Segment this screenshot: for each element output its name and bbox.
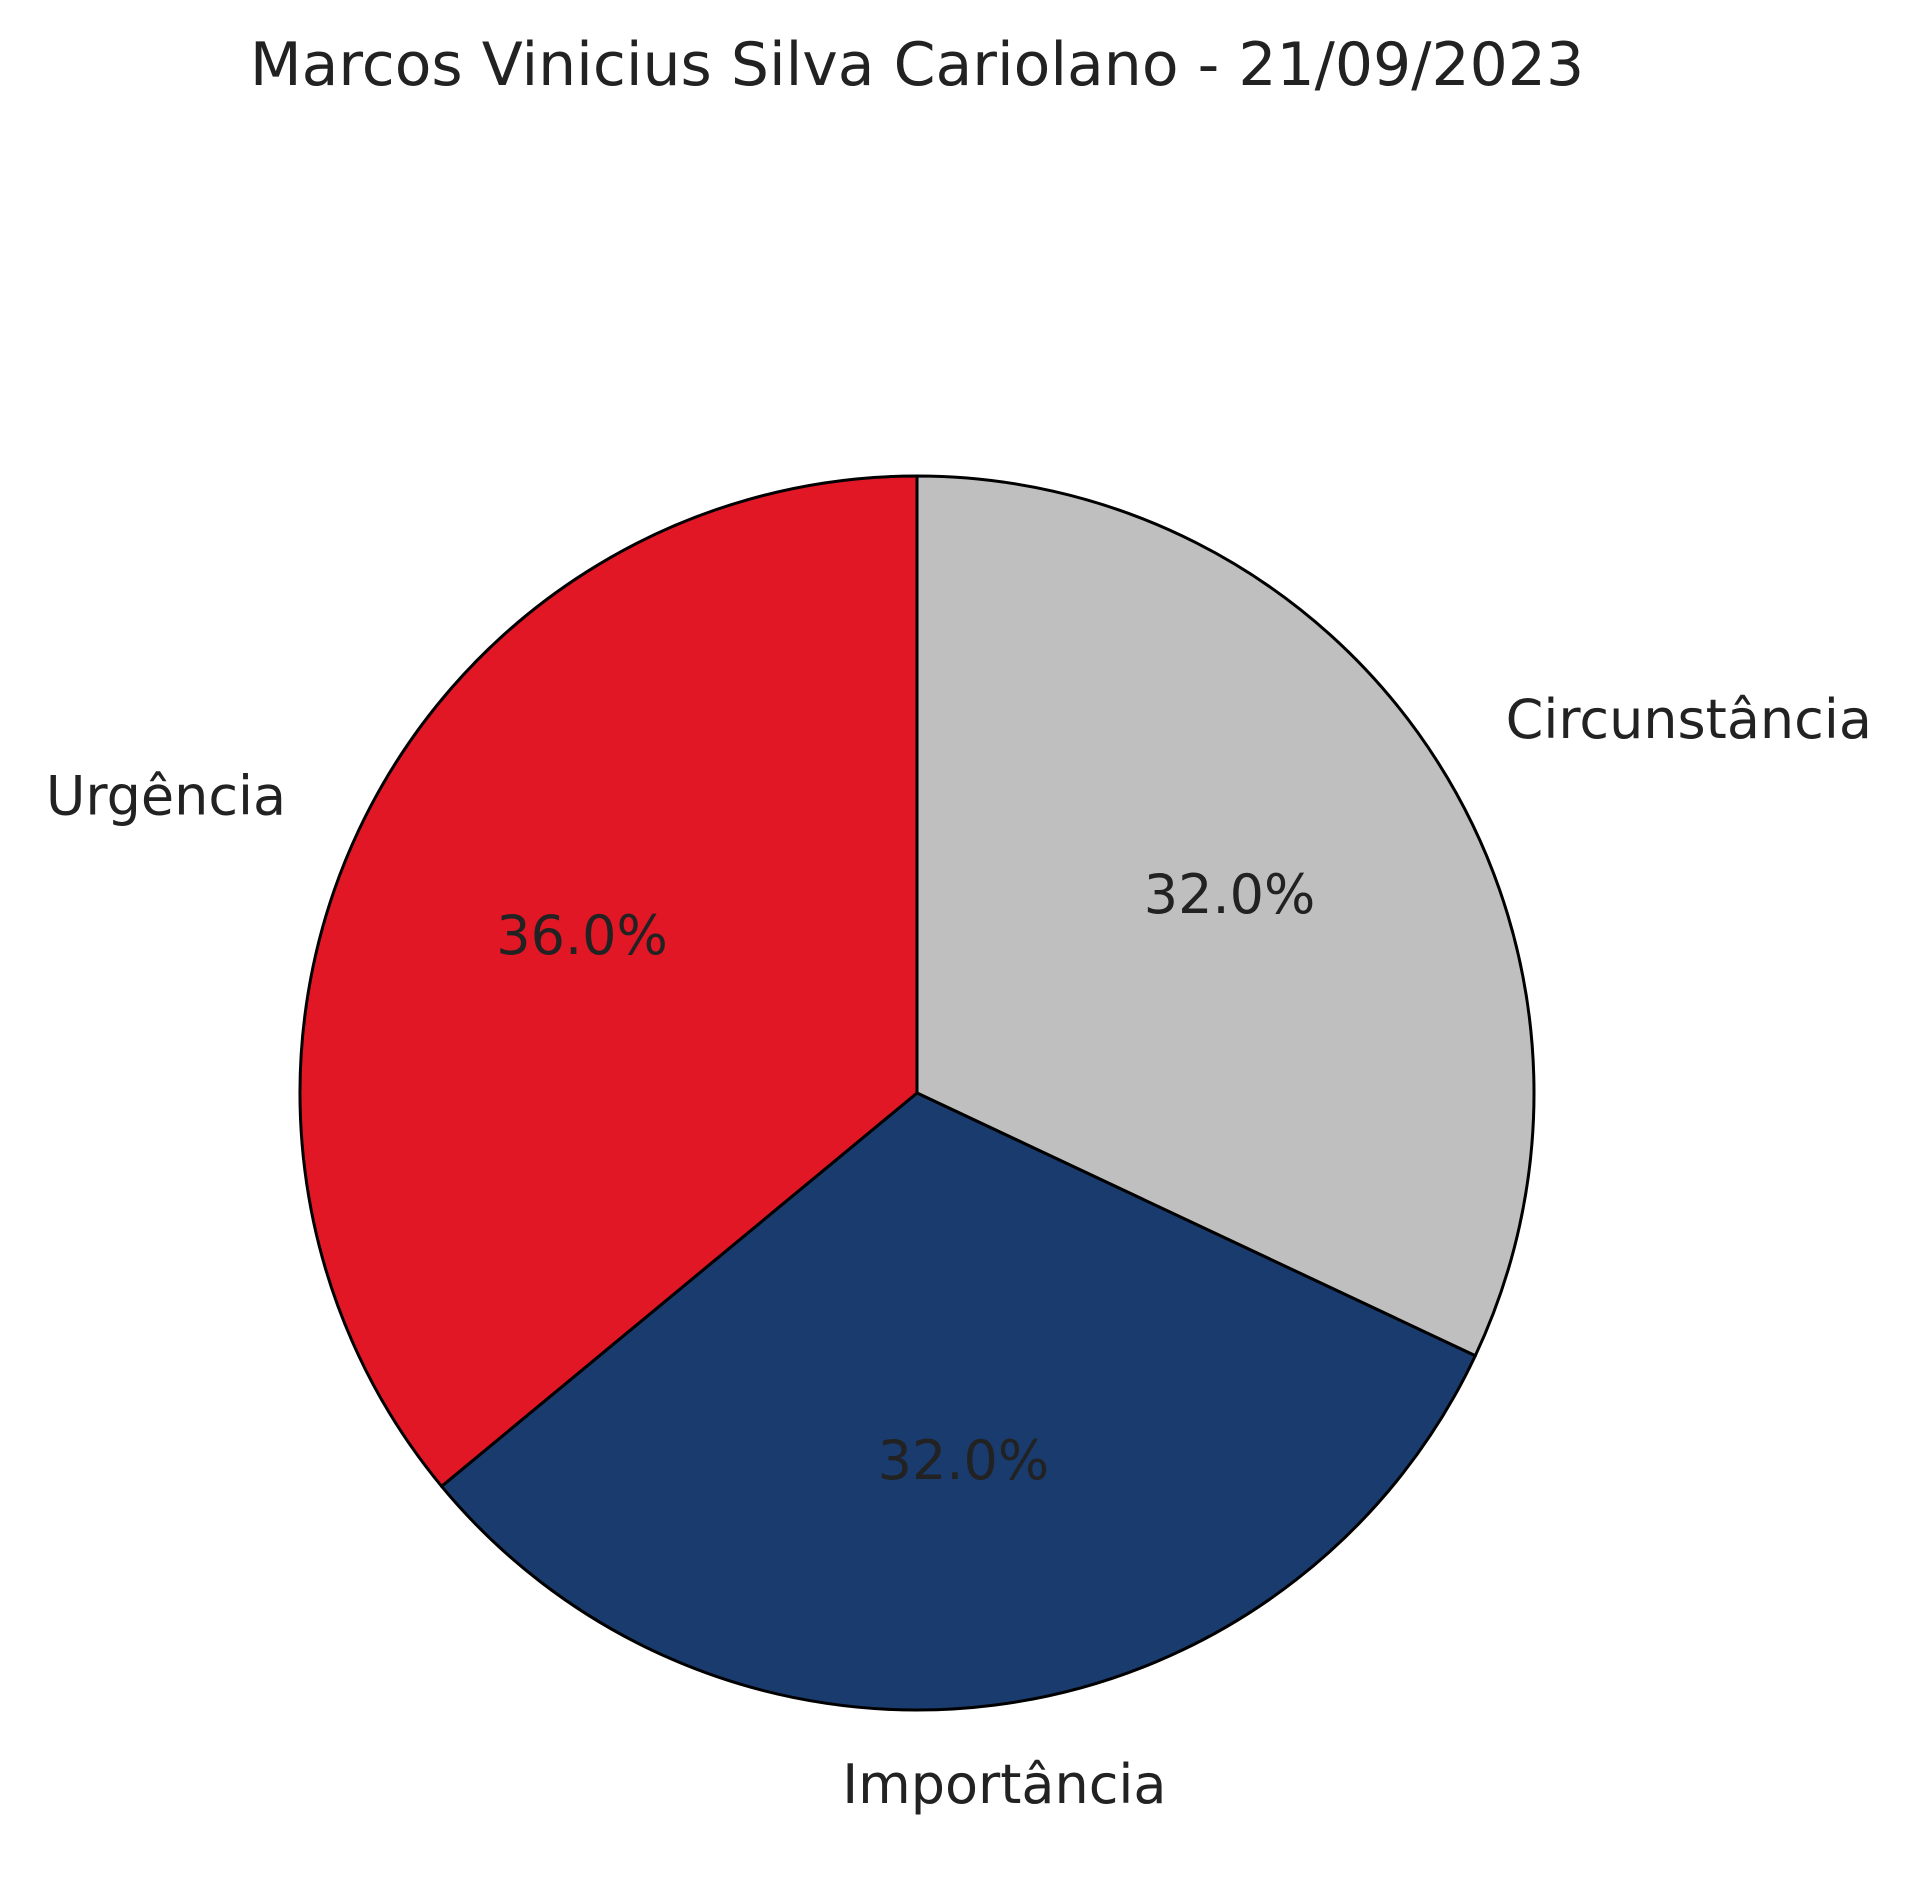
slice-label-circunstancia: Circunstância [1506,688,1872,751]
pie-slices [298,474,1536,1712]
pie-slice-circunstancia [915,474,1536,1358]
slice-percent-circunstancia: 32.0% [1144,863,1316,926]
slice-label-importancia: Importância [842,1753,1166,1816]
slice-percent-importancia: 32.0% [878,1429,1050,1492]
pie-labels: Circunstância 32.0% Importância 32.0% Urgênc… [46,688,1872,1816]
pie-slice-urgencia [298,474,919,1488]
slice-label-urgencia: Urgência [46,765,286,828]
pie-slice-importancia [440,1091,1477,1712]
slice-percent-urgencia: 36.0% [496,904,668,967]
chart-title: Marcos Vinicius Silva Cariolano - 21/09/… [250,30,1584,100]
